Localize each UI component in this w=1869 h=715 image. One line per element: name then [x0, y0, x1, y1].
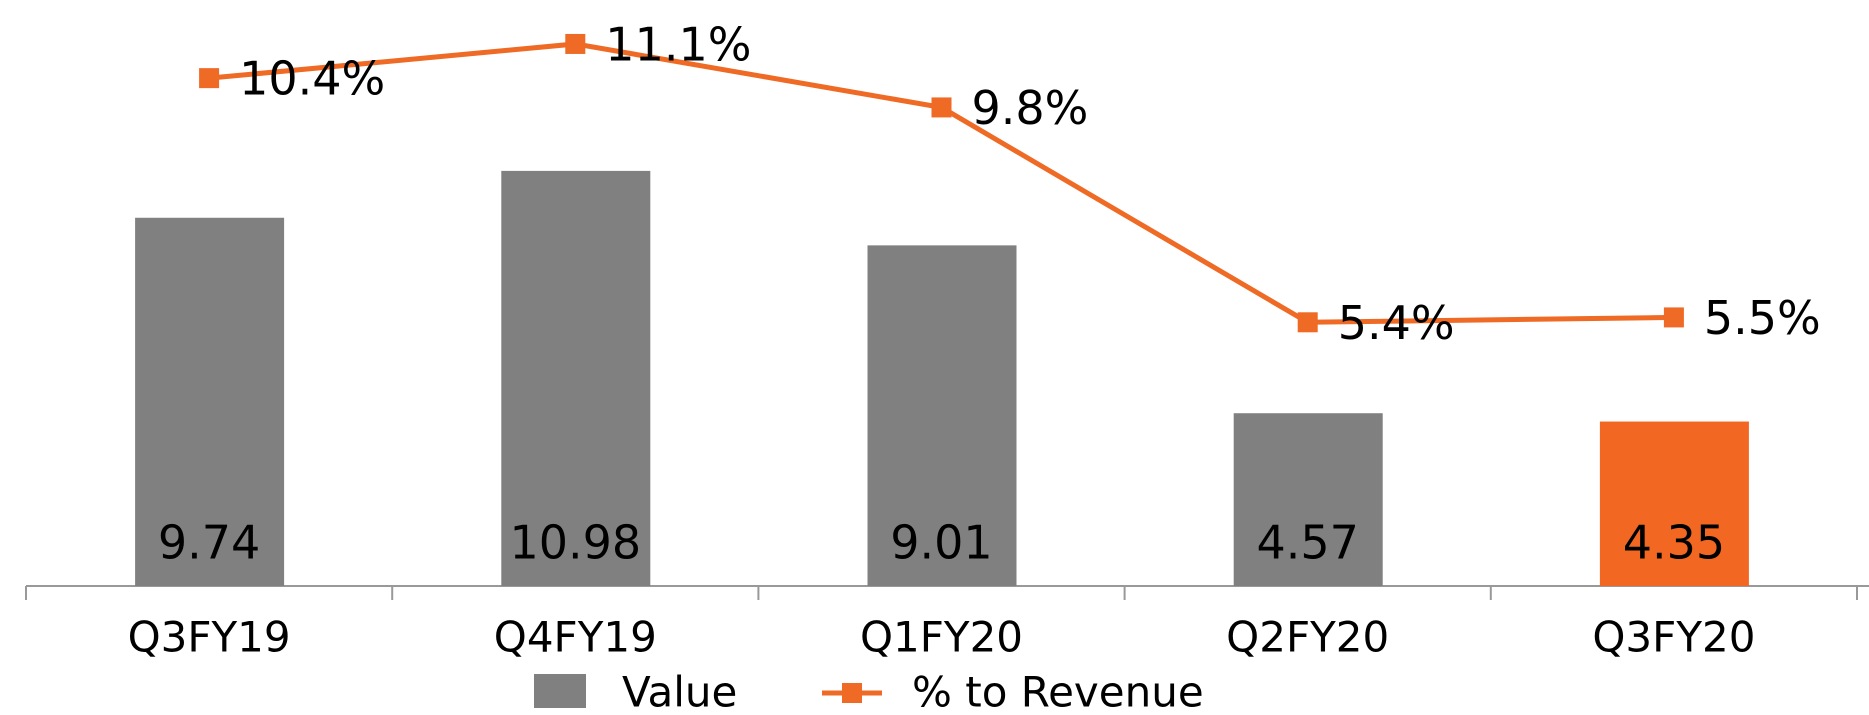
line-value-label: 5.4% [1338, 296, 1455, 350]
line-marker [931, 97, 952, 118]
x-tick-label: Q1FY20 [860, 613, 1023, 662]
line-marker [1663, 307, 1684, 328]
bar [1599, 421, 1749, 586]
bar-value-label: 4.35 [1623, 516, 1725, 570]
legend-label: Value [622, 668, 737, 715]
line-marker [565, 33, 586, 54]
line-value-label: 5.5% [1704, 291, 1821, 345]
legend-swatch [534, 674, 586, 708]
line-value-label: 11.1% [605, 17, 751, 71]
line-value-label: 9.8% [972, 81, 1089, 135]
line-marker [199, 68, 220, 89]
line-value-label: 10.4% [239, 52, 385, 106]
bar-value-label: 4.57 [1256, 516, 1358, 570]
bar-value-label: 9.74 [158, 516, 260, 570]
x-tick-label: Q3FY20 [1592, 613, 1755, 662]
x-tick-label: Q4FY19 [494, 613, 657, 662]
legend-swatch [842, 683, 862, 703]
bar [135, 217, 285, 586]
bar-value-label: 10.98 [509, 516, 641, 570]
legend-label: % to Revenue [912, 668, 1204, 715]
bar [867, 245, 1017, 586]
bar [501, 170, 651, 586]
bar-value-label: 9.01 [890, 516, 992, 570]
bar [1233, 413, 1383, 586]
x-tick-label: Q3FY19 [128, 613, 291, 662]
line-marker [1297, 312, 1318, 333]
x-tick-label: Q2FY20 [1226, 613, 1389, 662]
